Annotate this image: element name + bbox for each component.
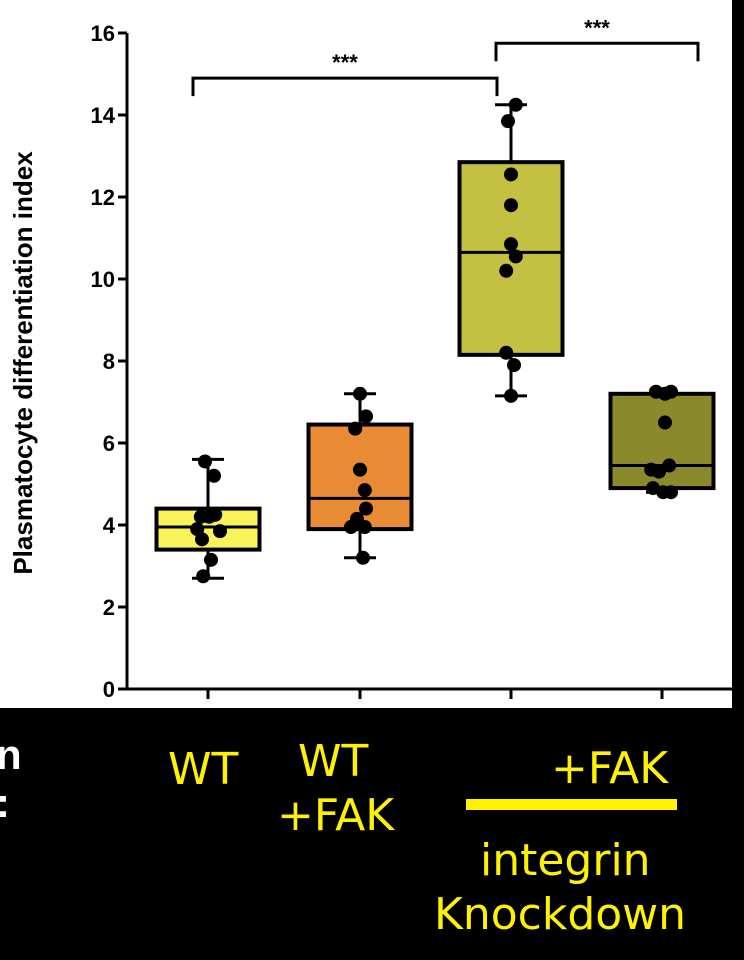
- data-point: [664, 485, 678, 500]
- y-tick-label: 10: [91, 267, 115, 292]
- data-point: [357, 483, 372, 498]
- cropped-label-2: :: [0, 782, 10, 824]
- bracket-line: [494, 41, 700, 62]
- y-tick-label: 2: [103, 595, 115, 620]
- data-point: [196, 569, 211, 584]
- data-point: [198, 454, 212, 469]
- chart-panel: 0 2 4 6 8 10 12 14 16 Plasmatocyte differentiatio…: [0, 0, 732, 708]
- data-point: [504, 237, 518, 252]
- bracket-line: [191, 76, 499, 97]
- y-tick-label: 6: [103, 431, 115, 456]
- box-group-4: [608, 384, 716, 500]
- data-point: [208, 507, 223, 522]
- knockdown-group-line: [466, 799, 677, 810]
- y-tick-label: 16: [91, 21, 115, 46]
- significance-label: ***: [332, 50, 358, 75]
- data-point: [501, 114, 515, 129]
- y-axis-label: Plasmatocyte differentiation index: [8, 151, 38, 575]
- box-group-3: [457, 97, 565, 403]
- cropped-label-1: n: [0, 731, 22, 778]
- data-point: [508, 97, 523, 112]
- data-point: [353, 386, 367, 401]
- y-tick-label: 8: [103, 349, 115, 374]
- data-point: [508, 249, 523, 264]
- y-tick-label: 14: [91, 103, 116, 128]
- caption-knockdown: Knockdown: [434, 889, 687, 940]
- data-point: [499, 263, 514, 278]
- data-point: [213, 524, 227, 539]
- data-point: [359, 409, 373, 424]
- data-point: [504, 388, 518, 403]
- y-tick-label: 4: [103, 513, 116, 538]
- caption-wt: WT: [168, 744, 239, 795]
- data-point: [357, 520, 372, 535]
- caption-integrin: integrin: [480, 835, 651, 886]
- caption-wt-fak-line1: WT: [298, 736, 369, 787]
- box-group-1: [154, 454, 262, 584]
- data-point: [207, 468, 221, 483]
- data-point: [359, 501, 373, 516]
- significance-label: ***: [584, 15, 610, 40]
- data-point: [507, 358, 521, 373]
- caption-fak: +FAK: [551, 743, 669, 794]
- data-point: [504, 198, 518, 213]
- data-point: [652, 464, 666, 479]
- data-point: [353, 462, 367, 477]
- data-point: [664, 384, 678, 399]
- data-point: [658, 415, 672, 430]
- y-tick-label: 12: [91, 185, 115, 210]
- data-point: [204, 552, 218, 567]
- significance-bracket: ***: [494, 15, 700, 62]
- data-point: [499, 345, 514, 360]
- data-point: [195, 532, 209, 547]
- significance-bracket: ***: [191, 50, 499, 97]
- data-point: [662, 458, 677, 473]
- box-plot: 0 2 4 6 8 10 12 14 16 Plasmatocyte differentiatio…: [8, 15, 732, 702]
- y-tick-label: 0: [103, 677, 115, 702]
- data-point: [344, 520, 358, 535]
- data-point: [356, 550, 370, 565]
- data-point: [504, 167, 518, 182]
- data-point: [348, 421, 363, 436]
- caption-wt-fak-line2: +FAK: [277, 790, 395, 841]
- box-group-2: [306, 386, 414, 565]
